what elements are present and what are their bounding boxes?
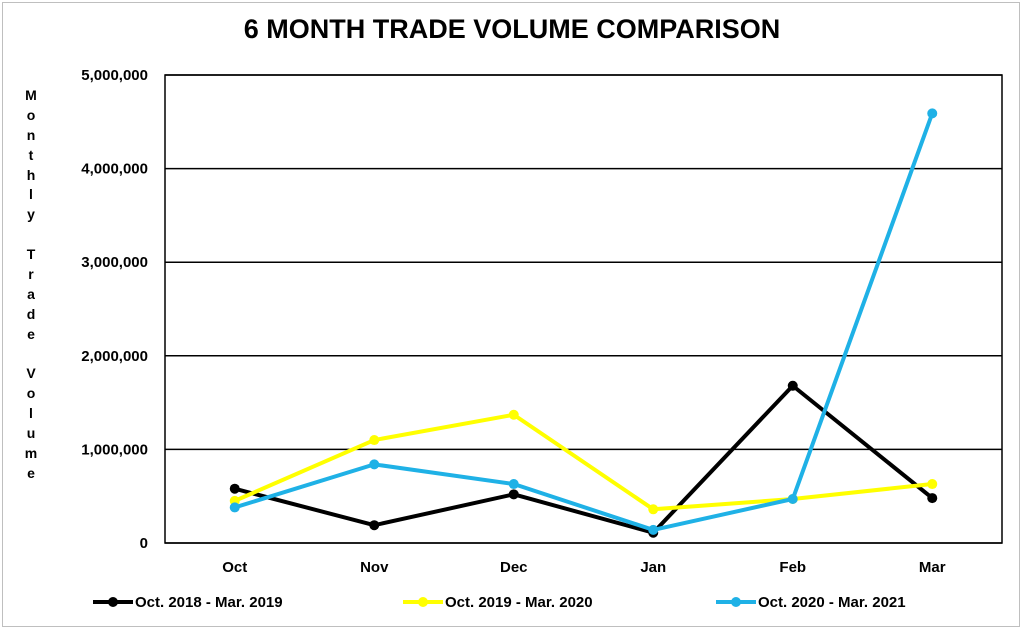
y-tick-label: 5,000,000 [81, 67, 148, 84]
x-tick-label: Jan [640, 559, 666, 576]
series-line [233, 412, 933, 512]
x-tick-label: Nov [360, 559, 389, 576]
y-axis-label-letter: T [26, 246, 36, 263]
y-axis-label-letter: t [28, 146, 34, 163]
y-tick-label: 2,000,000 [81, 348, 148, 365]
data-point [229, 483, 240, 494]
y-axis-label-letter: o [26, 106, 36, 123]
legend: Oct. 2018 - Mar. 2019 Oct. 2019 - Mar. 20… [93, 594, 906, 611]
legend-swatch-marker [108, 597, 118, 607]
data-point [508, 489, 519, 500]
series-3 [229, 108, 938, 535]
series-line [234, 383, 934, 535]
y-axis-label-letter: o [26, 385, 36, 402]
y-axis-label-letter: y [27, 206, 35, 223]
data-point [927, 493, 938, 504]
legend-item: Oct. 2020 - Mar. 2021 [716, 594, 906, 611]
chart-title: 6 MONTH TRADE VOLUME COMPARISON [243, 14, 781, 44]
y-axis-label-letter: d [26, 305, 36, 322]
data-point [787, 380, 798, 391]
data-point [369, 435, 380, 446]
data-point [648, 504, 659, 515]
y-axis-label-letter: r [28, 266, 34, 283]
legend-label: Oct. 2018 - Mar. 2019 [135, 594, 283, 611]
legend-swatch-marker [731, 597, 741, 607]
y-axis-label-letter: h [26, 166, 36, 183]
y-axis-label-letter: M [25, 87, 37, 103]
y-axis-label-letter: a [27, 285, 35, 302]
y-axis-label-letter: l [29, 186, 33, 203]
data-point [508, 409, 519, 420]
gridlines [165, 74, 1002, 544]
legend-label: Oct. 2019 - Mar. 2020 [445, 594, 593, 611]
y-tick-label: 4,000,000 [81, 161, 148, 178]
legend-item: Oct. 2019 - Mar. 2020 [403, 594, 593, 611]
legend-label: Oct. 2020 - Mar. 2021 [758, 594, 906, 611]
y-axis-label-letter: V [26, 365, 36, 382]
y-tick-labels: 0 1,000,000 2,000,000 3,000,000 4,000,000 5,0… [81, 67, 148, 552]
data-point [648, 524, 659, 535]
y-tick-label: 1,000,000 [81, 441, 148, 458]
series-2 [229, 409, 938, 515]
data-point [369, 520, 380, 531]
y-tick-label: 0 [140, 535, 148, 552]
x-tick-label: Feb [779, 559, 806, 576]
series-lines [229, 108, 938, 538]
data-point [927, 479, 938, 490]
y-axis-label-letter: n [26, 126, 36, 143]
y-axis-label-letter: e [27, 464, 35, 481]
legend-swatch-marker [418, 597, 428, 607]
x-tick-label: Dec [500, 559, 528, 576]
data-point [369, 459, 380, 470]
legend-item: Oct. 2018 - Mar. 2019 [93, 594, 283, 611]
series-line [234, 112, 935, 532]
data-point [508, 479, 519, 490]
plot-area-border [164, 74, 1003, 544]
x-tick-labels: Oct Nov Dec Jan Feb Mar [222, 559, 946, 576]
y-tick-label: 3,000,000 [81, 254, 148, 271]
data-point [927, 108, 938, 119]
x-tick-label: Mar [919, 559, 946, 576]
data-point [229, 502, 240, 513]
y-axis-label-letter: u [26, 425, 36, 442]
y-axis-label-letter: m [24, 445, 38, 462]
y-axis-label-letter: l [29, 405, 33, 422]
x-tick-label: Oct [222, 559, 247, 576]
series-1 [229, 380, 938, 538]
y-axis-label-letter: e [27, 325, 35, 342]
data-point [787, 494, 798, 505]
